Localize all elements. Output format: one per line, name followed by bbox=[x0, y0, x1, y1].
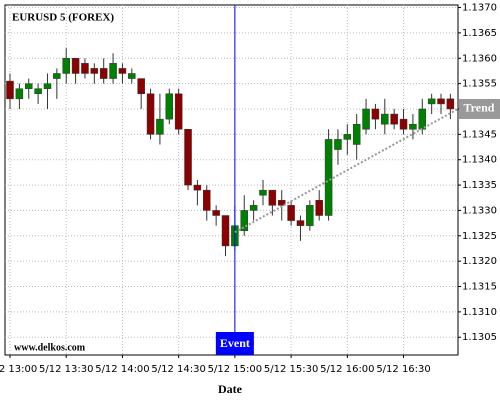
x-tick-label: 5/12 13:30 bbox=[39, 364, 93, 375]
y-tick-label: 1.1305 bbox=[462, 332, 497, 343]
candle-body bbox=[53, 73, 61, 79]
x-tick-label: 5/12 13:00 bbox=[0, 364, 37, 375]
candle-body bbox=[343, 134, 352, 140]
candle-body bbox=[409, 123, 417, 130]
x-tick-label: 5/12 15:30 bbox=[264, 364, 318, 375]
candle-body bbox=[306, 205, 314, 226]
candle-body bbox=[24, 83, 33, 89]
candle-body bbox=[146, 93, 155, 135]
candle-body bbox=[165, 93, 174, 120]
y-tick-label: 1.1360 bbox=[462, 53, 497, 64]
candle-body bbox=[352, 123, 361, 145]
y-tick-label: 1.1340 bbox=[462, 155, 497, 166]
candle-body bbox=[15, 88, 24, 100]
candle-body bbox=[128, 73, 136, 79]
candle-body bbox=[81, 63, 89, 74]
candle-body bbox=[99, 68, 108, 79]
candle-body bbox=[249, 205, 258, 211]
candle-body bbox=[315, 200, 323, 216]
y-tick-label: 1.1370 bbox=[462, 3, 497, 14]
candle-body bbox=[240, 210, 248, 231]
candle-body bbox=[193, 184, 202, 191]
candle-body bbox=[118, 68, 127, 74]
candle-body bbox=[6, 80, 14, 100]
candle-body bbox=[287, 205, 295, 221]
candle-body bbox=[34, 88, 42, 95]
y-tick-label: 1.1365 bbox=[462, 28, 497, 39]
candle-body bbox=[90, 68, 99, 74]
candle-body bbox=[277, 200, 286, 206]
trend-box bbox=[459, 98, 500, 119]
event-label: Event bbox=[220, 336, 250, 350]
candle-body bbox=[109, 63, 117, 79]
y-tick-label: 1.1310 bbox=[462, 307, 497, 318]
candle-body bbox=[427, 98, 436, 105]
x-tick-label: 5/12 14:00 bbox=[95, 364, 149, 375]
candle-body bbox=[437, 98, 445, 105]
chart-title: EURUSD 5 (FOREX) bbox=[12, 12, 114, 24]
candle-body bbox=[221, 215, 230, 247]
candle-body bbox=[156, 118, 164, 135]
candle-body bbox=[203, 189, 211, 211]
candle-body bbox=[446, 98, 455, 110]
candle-body bbox=[334, 139, 342, 150]
candle-body bbox=[62, 58, 70, 74]
candle-body bbox=[268, 189, 277, 206]
watermark: www.delkos.com bbox=[14, 342, 86, 353]
candle-body bbox=[371, 108, 380, 120]
plot-frame bbox=[4, 4, 459, 356]
trend-line bbox=[234, 108, 459, 234]
y-tick-label: 1.1355 bbox=[462, 79, 497, 90]
y-tick-label: 1.1320 bbox=[462, 256, 497, 267]
candle-body bbox=[381, 113, 389, 125]
event-box bbox=[215, 332, 254, 355]
candle-body bbox=[71, 58, 80, 74]
candle-body bbox=[362, 108, 370, 130]
y-tick-label: 1.1325 bbox=[462, 231, 497, 242]
x-tick-label: 5/12 14:30 bbox=[151, 364, 205, 375]
candle-body bbox=[137, 78, 145, 95]
candle-body bbox=[212, 210, 220, 216]
y-tick-label: 1.1315 bbox=[462, 282, 497, 293]
x-tick-label: 5/12 15:00 bbox=[208, 364, 262, 375]
trend-label: Trend bbox=[464, 101, 495, 115]
candle-body bbox=[184, 129, 192, 186]
y-tick-label: 1.1345 bbox=[462, 129, 497, 140]
candle-body bbox=[390, 113, 398, 125]
x-axis-label: Date bbox=[218, 382, 243, 396]
candle-body bbox=[259, 189, 267, 196]
candle-body bbox=[324, 139, 333, 216]
y-tick-label: 1.1330 bbox=[462, 205, 497, 216]
candle-body bbox=[399, 118, 408, 130]
x-tick-label: 5/12 16:30 bbox=[376, 364, 430, 375]
candle-body bbox=[43, 83, 52, 89]
y-tick-label: 1.1335 bbox=[462, 180, 497, 191]
candle-body bbox=[174, 93, 183, 130]
candle-body bbox=[296, 220, 305, 226]
x-tick-label: 5/12 16:00 bbox=[320, 364, 374, 375]
